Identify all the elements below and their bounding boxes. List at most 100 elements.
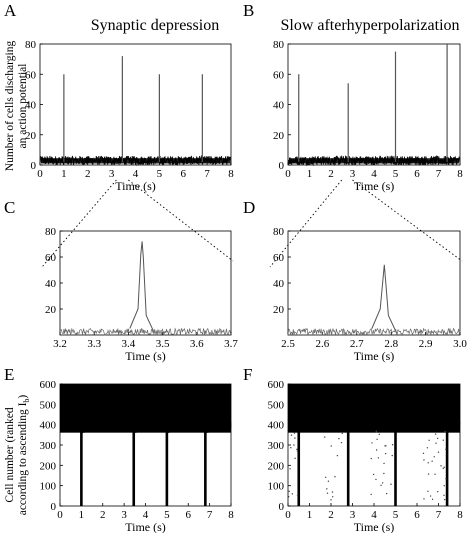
raster-dot [294, 437, 296, 439]
raster-dot [324, 476, 327, 478]
baseline-dense-band [289, 158, 459, 164]
raster-dot [442, 439, 444, 441]
raster-dot [375, 478, 377, 481]
y-tick-label: 80 [273, 39, 285, 51]
y-tick-label: 600 [268, 379, 285, 391]
y-tick-label: 20 [25, 130, 37, 142]
x-tick-label: 4 [143, 509, 149, 521]
raster-dot [296, 448, 298, 451]
x-tick-label: 3.5 [156, 338, 170, 350]
raster-dot [336, 454, 339, 457]
y-tick-label: 300 [40, 440, 57, 452]
raster-dot [371, 442, 373, 444]
chart-panel-c: 3.2 3.3 3.4 3.5 3.6 3.7 20 40 60 80 Time (s) [45, 226, 238, 363]
raster-dot [423, 498, 425, 500]
y-tick-label: 500 [40, 399, 57, 411]
raster-dot [330, 445, 332, 447]
raster-dot [327, 480, 330, 482]
x-tick-label: 1 [61, 168, 67, 180]
x-tick-label: 1 [79, 509, 85, 521]
raster-dot [445, 478, 447, 480]
raster-dot [370, 493, 372, 496]
ylabel-bottom-paren: ) [17, 395, 29, 399]
x-tick-label: 1 [307, 509, 313, 521]
raster-dot [437, 491, 439, 493]
ylabel-bottom-text: according to ascending I [17, 402, 29, 515]
panel-letter-d: D [243, 198, 255, 217]
y-tick-label: 60 [273, 252, 285, 264]
raster-dot [296, 450, 299, 452]
raster-dot [443, 485, 445, 487]
x-axis-label: Time (s) [354, 179, 395, 193]
panel-letter-c: C [4, 198, 15, 217]
x-tick-label: 1 [307, 168, 313, 180]
y-tick-label: 80 [45, 226, 57, 238]
x-tick-label: 7 [207, 509, 213, 521]
raster-dot [330, 499, 332, 501]
x-tick-label: 3 [109, 168, 115, 180]
y-tick-label: 0 [51, 501, 57, 513]
y-tick-label: 60 [25, 69, 37, 81]
x-tick-label: 2 [328, 168, 334, 180]
panel-letter-a: A [4, 1, 17, 20]
raster-band-edge [287, 422, 461, 427]
y-tick-label: 300 [268, 440, 285, 452]
plot-frame-d [287, 230, 461, 336]
ylabel-top-line-2: an action potential [17, 64, 29, 149]
y-tick-label: 40 [273, 278, 285, 290]
y-tick-label: 60 [45, 252, 57, 264]
raster-dot [434, 433, 437, 435]
chart-panel-f: 0 1 2 3 4 5 6 7 8 0 100 200 300 400 500 600 Time (s) [268, 379, 464, 533]
x-tick-label: 4 [371, 168, 377, 180]
raster-dot [435, 442, 437, 444]
baseline-noise-trace [287, 327, 461, 337]
raster-dot [334, 476, 336, 478]
raster-dot [378, 433, 381, 435]
x-tick-label: 0 [57, 509, 63, 521]
x-tick-label: 5 [393, 168, 399, 180]
raster-dot [427, 462, 429, 464]
x-tick-label: 7 [436, 168, 442, 180]
x-tick-label: 2.7 [350, 338, 364, 350]
x-tick-label: 2.8 [384, 338, 398, 350]
x-tick-label: 7 [204, 168, 210, 180]
zoom-line-left-a [41, 179, 117, 268]
x-tick-label: 3.6 [190, 338, 204, 350]
y-tick-label: 20 [45, 304, 57, 316]
y-tick-label: 0 [279, 501, 285, 513]
raster-dot [377, 457, 380, 459]
y-tick-label: 400 [40, 420, 57, 432]
y-tick-label: 200 [40, 460, 57, 472]
zoom-line-right-b [352, 179, 463, 262]
ylabel-bottom-sub: b [22, 399, 31, 403]
x-tick-label: 5 [157, 168, 163, 180]
x-tick-label: 6 [186, 509, 192, 521]
raster-dot [290, 434, 293, 436]
x-tick-label: 3.0 [453, 338, 467, 350]
raster-dot [443, 466, 445, 468]
y-tick-label: 0 [279, 160, 285, 172]
ylabel-top-line-1: Number of cells discharging [4, 41, 16, 172]
raster-dot [383, 472, 385, 475]
raster-dot [294, 457, 296, 460]
spike-peak-1 [371, 264, 398, 334]
raster-dot [431, 460, 433, 462]
x-tick-label: 0 [285, 168, 291, 180]
ylabel-bottom-line-2: according to ascending Ib) [17, 395, 31, 516]
raster-dot [434, 473, 436, 475]
raster-dot [380, 484, 382, 487]
x-tick-label: 2.5 [281, 338, 295, 350]
x-tick-label: 2.9 [419, 338, 433, 350]
raster-dot [291, 493, 294, 495]
x-tick-label: 8 [457, 509, 463, 521]
x-tick-label: 8 [228, 509, 234, 521]
raster-dot [288, 490, 290, 492]
raster-dot [427, 490, 429, 492]
raster-dense-band [288, 384, 460, 433]
y-tick-label: 100 [268, 481, 285, 493]
raster-dot [341, 432, 343, 435]
x-tick-label: 6 [414, 168, 420, 180]
raster-dot [443, 494, 445, 497]
